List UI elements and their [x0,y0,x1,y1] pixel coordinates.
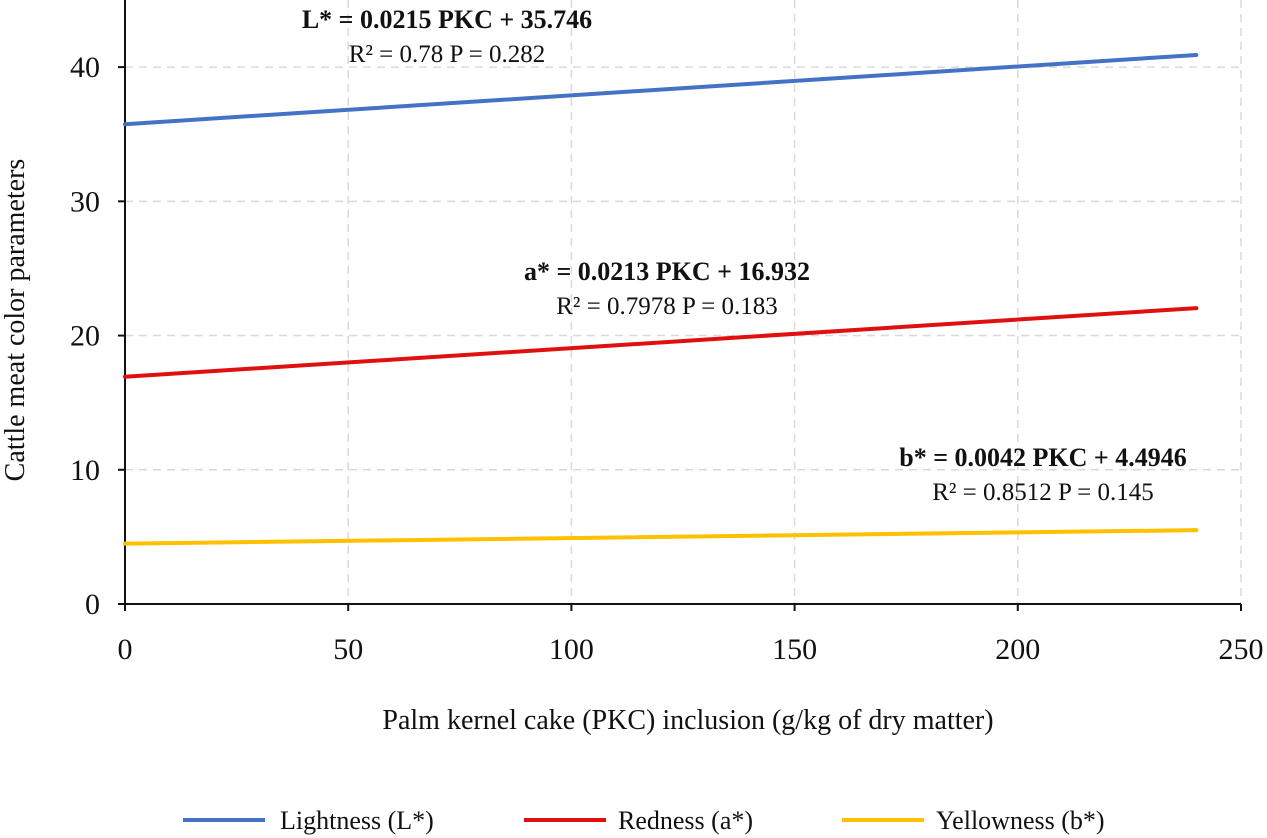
series-line-yellowness [123,528,1199,546]
y-tick-label: 40 [70,51,100,84]
legend: Lightness (L*) Redness (a*) Yellowness (… [183,806,1105,835]
legend-label-yellowness: Yellowness (b*) [936,806,1105,835]
x-tick-label: 250 [1219,633,1264,666]
stats-lightness: R² = 0.78 P = 0.282 [349,41,546,68]
grid-layer [125,0,1242,604]
axis-layer: 0 50 100 150 200 250 0 10 20 30 40 [70,0,1264,666]
y-tick-label: 30 [70,185,100,218]
x-tick-label: 200 [995,633,1040,666]
y-tick-label: 10 [70,454,100,487]
legend-label-redness: Redness (a*) [618,806,753,835]
x-tick-label: 100 [549,633,594,666]
x-tick-label: 0 [118,633,133,666]
equation-redness: a* = 0.0213 PKC + 16.932 [524,257,810,286]
y-tick-label: 0 [85,588,100,621]
x-tick-label: 50 [333,633,363,666]
y-tick-label: 20 [70,320,100,353]
x-axis-title: Palm kernel cake (PKC) inclusion (g/kg o… [382,705,993,736]
equation-lightness: L* = 0.0215 PKC + 35.746 [302,5,592,34]
y-axis-title: Cattle meat color parameters [0,159,31,482]
stats-yellowness: R² = 0.8512 P = 0.145 [932,479,1154,506]
equation-yellowness: b* = 0.0042 PKC + 4.4946 [899,443,1186,472]
stats-redness: R² = 0.7978 P = 0.183 [556,293,778,320]
series-line-lightness [123,52,1199,127]
series-layer [123,52,1199,546]
legend-label-lightness: Lightness (L*) [280,806,434,835]
series-line-redness [123,306,1199,379]
x-tick-label: 150 [772,633,817,666]
